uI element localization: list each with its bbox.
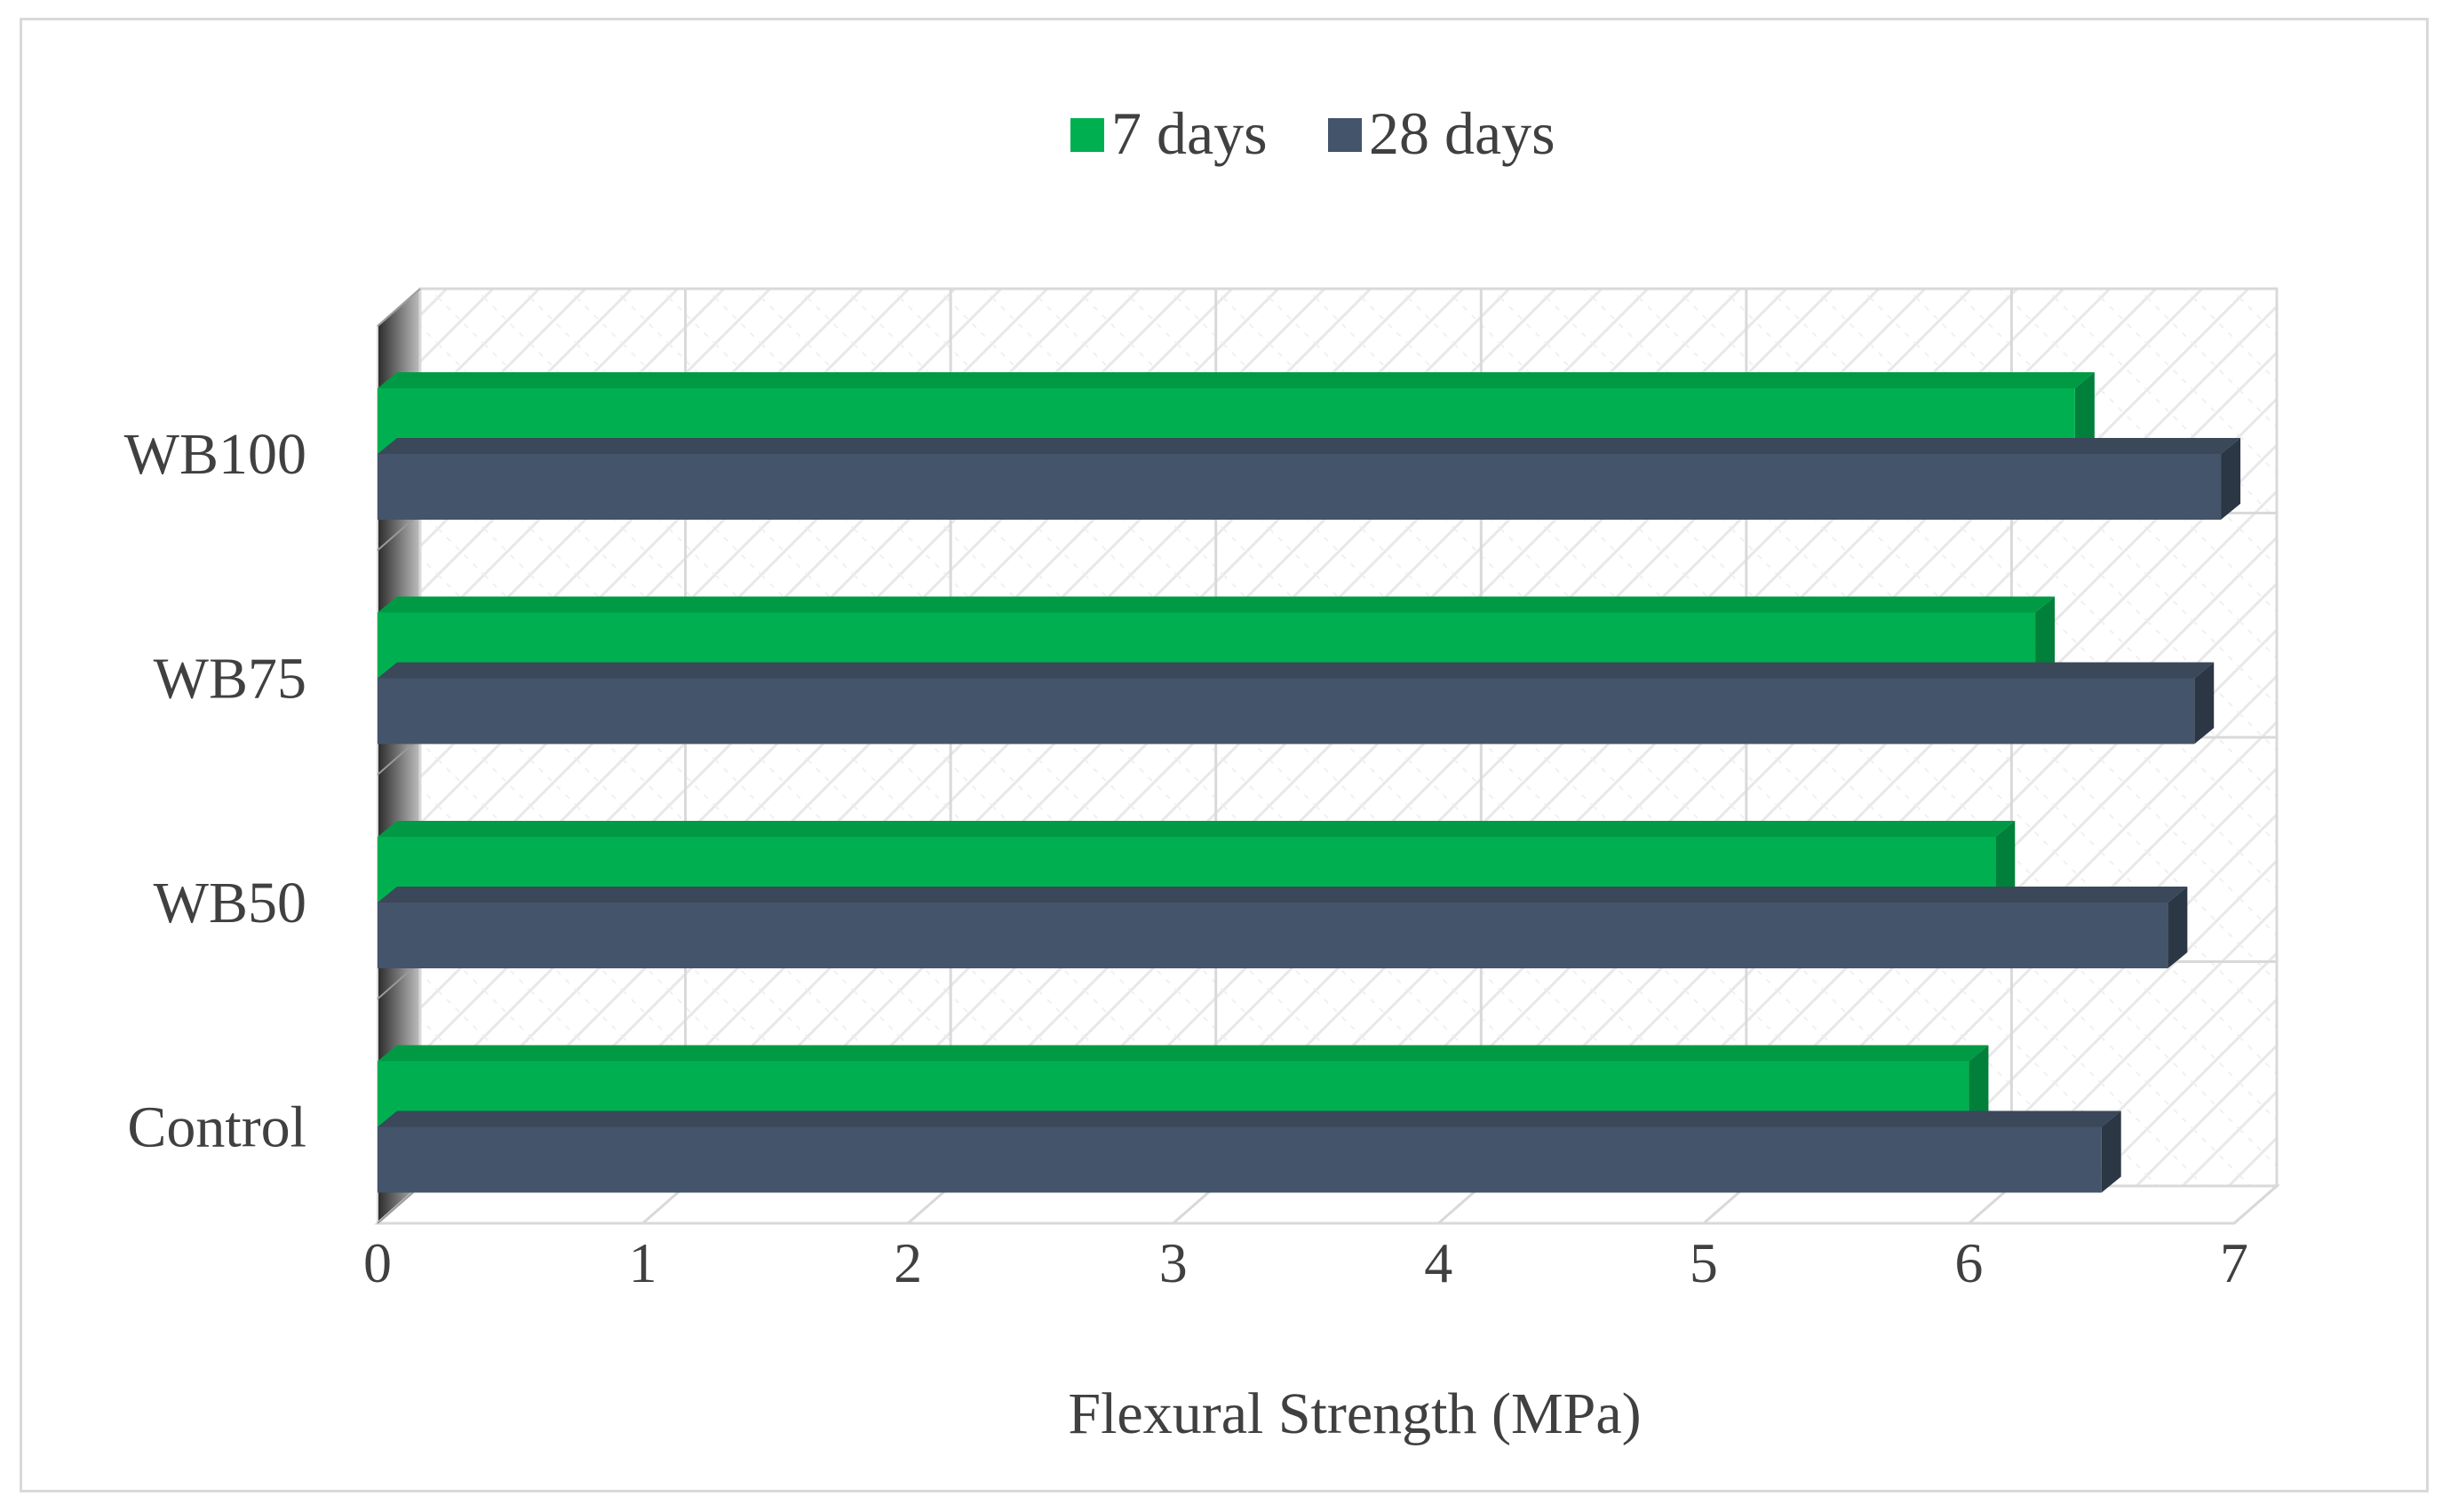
legend-label: 28 days bbox=[1369, 99, 1555, 167]
bar-end-face bbox=[2194, 662, 2215, 744]
bar-top-face bbox=[378, 438, 2241, 454]
chart-frame: 7 days 28 days 0 1 2 3 4 5 6 7 Control WB50 WB75 WB… bbox=[20, 18, 2429, 1492]
bar-front-face bbox=[378, 678, 2195, 744]
bar-28-days-control bbox=[378, 1110, 2121, 1193]
category-label: WB75 bbox=[154, 647, 306, 712]
x-tick-label: 3 bbox=[1159, 1231, 1188, 1294]
bar-top-face bbox=[378, 662, 2215, 679]
x-tick-label: 6 bbox=[1954, 1231, 1983, 1294]
legend-swatch bbox=[1070, 118, 1104, 152]
x-tick-label: 7 bbox=[2220, 1231, 2248, 1294]
bar-top-face bbox=[378, 372, 2095, 388]
x-axis-title: Flexural Strength (MPa) bbox=[1068, 1381, 1641, 1446]
plot-area bbox=[374, 286, 2280, 1226]
bar-top-face bbox=[378, 887, 2188, 903]
bar-end-face bbox=[2074, 372, 2095, 454]
bar-end-face bbox=[2101, 1110, 2121, 1193]
bar-top-face bbox=[378, 1110, 2121, 1127]
category-label: Control bbox=[127, 1095, 306, 1160]
bar-end-face bbox=[2035, 596, 2056, 679]
floor-gridline bbox=[2233, 1184, 2278, 1225]
x-axis-tick-labels: 0 1 2 3 4 5 6 7 bbox=[363, 1231, 2248, 1294]
bar-top-face bbox=[378, 596, 2056, 613]
legend-item: 28 days bbox=[1328, 99, 1555, 167]
side-wall-divider bbox=[377, 288, 421, 327]
bar-end-face bbox=[1969, 1045, 1989, 1127]
bar-28-days-wb100 bbox=[378, 438, 2241, 520]
bar-end-face bbox=[2168, 887, 2188, 968]
legend-swatch bbox=[1328, 118, 1362, 152]
bar-front-face bbox=[378, 454, 2222, 520]
category-label: WB100 bbox=[124, 422, 306, 487]
x-tick-label: 2 bbox=[894, 1231, 922, 1294]
y-axis-category-labels: Control WB50 WB75 WB100 bbox=[124, 422, 306, 1160]
bar-front-face bbox=[378, 1126, 2102, 1193]
legend: 7 days 28 days bbox=[1070, 99, 1555, 167]
bar-28-days-wb50 bbox=[378, 887, 2188, 968]
bar-end-face bbox=[2221, 438, 2241, 520]
x-tick-label: 0 bbox=[363, 1231, 392, 1294]
bar-top-face bbox=[378, 1045, 1989, 1062]
x-tick-label: 4 bbox=[1424, 1231, 1452, 1294]
legend-item: 7 days bbox=[1070, 99, 1268, 167]
bar-front-face bbox=[378, 903, 2168, 968]
category-label: WB50 bbox=[154, 871, 306, 935]
flexural-strength-bar-chart: 7 days 28 days 0 1 2 3 4 5 6 7 Control WB50 WB75 WB… bbox=[124, 99, 2280, 1446]
legend-label: 7 days bbox=[1111, 99, 1268, 167]
bar-end-face bbox=[1995, 821, 2016, 903]
bar-28-days-wb75 bbox=[378, 662, 2215, 744]
x-tick-label: 5 bbox=[1690, 1231, 1718, 1294]
bar-top-face bbox=[378, 821, 2016, 837]
x-tick-label: 1 bbox=[629, 1231, 657, 1294]
